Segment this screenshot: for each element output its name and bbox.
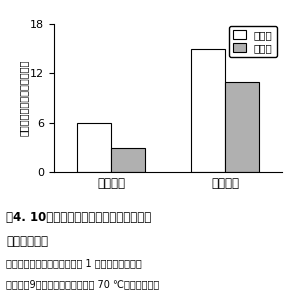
Bar [191, 48, 225, 172]
Legend: 従来型, 細断型: 従来型, 細断型 [229, 26, 277, 57]
Text: 围4. 10カ月賢蔵後のカビによる破棄量と: 围4. 10カ月賢蔵後のカビによる破棄量と [6, 211, 151, 224]
Text: 注）供試試料・試験条件は図 1 と同じ、各ロール: 注）供試試料・試験条件は図 1 と同じ、各ロール [6, 258, 142, 268]
Text: 全乾物損失量: 全乾物損失量 [6, 235, 48, 248]
Bar [111, 148, 145, 172]
Bar [225, 81, 259, 172]
Text: ベール）9個の総量、乾物定量は 70 ℃熱乾法による: ベール）9個の総量、乾物定量は 70 ℃熱乾法による [6, 279, 159, 289]
Y-axis label: （％）包埋に対する収穫物量: （％）包埋に対する収穫物量 [19, 60, 29, 136]
Bar [77, 123, 111, 172]
